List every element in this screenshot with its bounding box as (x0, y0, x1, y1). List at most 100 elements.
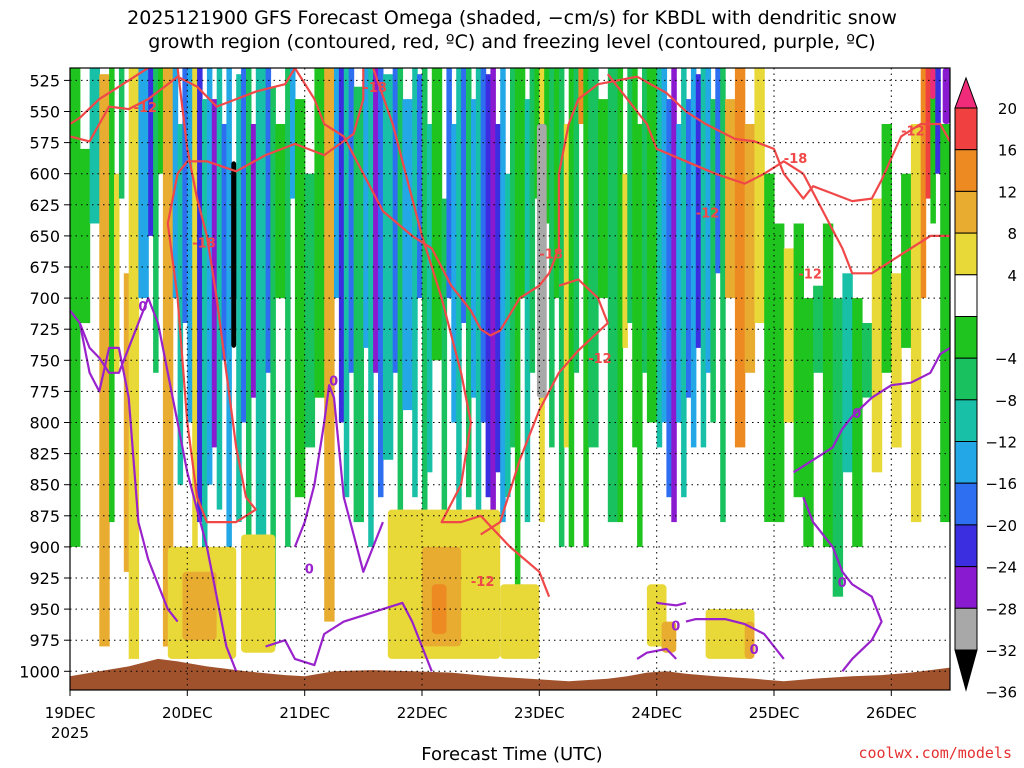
omega-column (935, 68, 941, 174)
freezing-contour-b (78, 322, 179, 623)
x-tick-label: 21DEC (279, 704, 330, 722)
omega-column (236, 74, 242, 522)
y-tick-label: 900 (29, 538, 60, 557)
omega-patch (500, 584, 540, 659)
colorbar-label: −28 (985, 600, 1017, 618)
colorbar-segment (954, 524, 978, 568)
omega-column (744, 124, 756, 373)
omega-column (705, 68, 712, 373)
omega-column (642, 68, 648, 373)
omega-column (710, 99, 716, 423)
x-tick-label: 24DEC (631, 704, 682, 722)
omega-column (681, 68, 687, 498)
omega-column (734, 68, 746, 448)
omega-column (480, 68, 487, 423)
contour-label: -12 (798, 268, 822, 283)
freezing-contour-a (70, 297, 238, 672)
y-tick-label: 725 (29, 320, 60, 339)
contour-label: 0 (852, 407, 861, 422)
omega-column (373, 68, 379, 373)
x-tick-label: 19DEC (45, 704, 96, 722)
colorbar: 20 16 12 8 4 −4 −8 −12 −16 −20 −24 −28 −32 −36 (954, 76, 1017, 702)
omega-column (417, 74, 423, 299)
colorbar-label: 8 (1007, 225, 1017, 243)
freezing-contour-f (656, 601, 687, 607)
omega-column (270, 86, 276, 647)
omega-column (128, 68, 140, 659)
omega-column (690, 68, 697, 448)
omega-column (632, 68, 638, 448)
contour-label: 0 (838, 576, 847, 591)
omega-column (89, 68, 100, 224)
omega-column (79, 148, 91, 324)
contour-label: -12 (901, 124, 925, 139)
omega-column (138, 68, 149, 299)
colorbar-segment (954, 607, 978, 651)
omega-column (466, 68, 472, 498)
y-tick-label: 675 (29, 258, 60, 277)
omega-column (627, 68, 633, 323)
y-tick-label: 625 (29, 196, 60, 215)
credit-link[interactable]: coolwx.com/models (858, 744, 1012, 762)
omega-patch (182, 571, 217, 641)
omega-column (891, 273, 902, 448)
omega-column (402, 99, 413, 411)
omega-column (563, 124, 570, 448)
colorbar-bottom-arrow (954, 649, 978, 692)
omega-patch (661, 621, 677, 653)
omega-column (514, 68, 521, 622)
colorbar-segment (954, 316, 978, 359)
colorbar-segment (954, 441, 978, 484)
contour-label: 0 (671, 620, 680, 635)
omega-column (211, 99, 218, 448)
omega-column (832, 298, 844, 597)
contour-labels: -18 -12 -18 -12 -12 -18 -18 -12 -12 -12 0 0 0 0 0 0 0 (134, 81, 925, 658)
colorbar-segment (954, 107, 978, 151)
omega-column (368, 68, 374, 547)
omega-column (412, 68, 418, 498)
omega-column (285, 68, 291, 547)
omega-column (290, 68, 296, 199)
contour-label: -18 (539, 248, 563, 263)
omega-column (422, 68, 428, 523)
omega-patch (705, 609, 755, 659)
omega-column (470, 99, 477, 398)
omega-column (607, 68, 619, 523)
omega-column (197, 68, 203, 523)
y-tick-label: 650 (29, 227, 60, 246)
omega-core (930, 68, 936, 100)
omega-column (490, 68, 496, 547)
omega-column (862, 323, 873, 398)
omega-column (510, 68, 516, 448)
colorbar-segment (954, 357, 978, 401)
x-axis: 19DEC 20DEC 21DEC 22DEC 23DEC 24DEC 25DEC 26DEC… (45, 690, 917, 742)
omega-column (250, 124, 257, 398)
omega-column (871, 198, 883, 473)
omega-column (338, 68, 345, 423)
omega-column (646, 68, 658, 423)
omega-column (485, 74, 492, 498)
omega-column (529, 68, 536, 373)
omega-column (910, 124, 922, 523)
omega-column (783, 248, 795, 423)
omega-column (549, 68, 555, 448)
omega-column (246, 68, 252, 560)
freezing-contour-d (265, 601, 433, 672)
contour-label: -18 (784, 152, 808, 167)
dgz-contour-minus18-a (70, 68, 149, 125)
omega-column (162, 68, 174, 647)
freezing-contour-h (793, 346, 950, 474)
omega-column (123, 273, 130, 572)
y-tick-label: 575 (29, 134, 60, 153)
y-tick-label: 1000 (19, 662, 60, 681)
dgz-contour-minus12-c (802, 173, 950, 275)
omega-column (695, 74, 702, 348)
omega-patch (241, 534, 276, 653)
y-tick-label: 750 (29, 351, 60, 370)
omega-core (942, 68, 950, 124)
omega-column (554, 68, 560, 299)
chart-title-line1: 2025121900 GFS Forecast Omega (shaded, −… (127, 7, 897, 29)
omega-column (901, 173, 912, 348)
colorbar-label: −4 (995, 350, 1017, 368)
colorbar-label: 4 (1007, 267, 1017, 285)
